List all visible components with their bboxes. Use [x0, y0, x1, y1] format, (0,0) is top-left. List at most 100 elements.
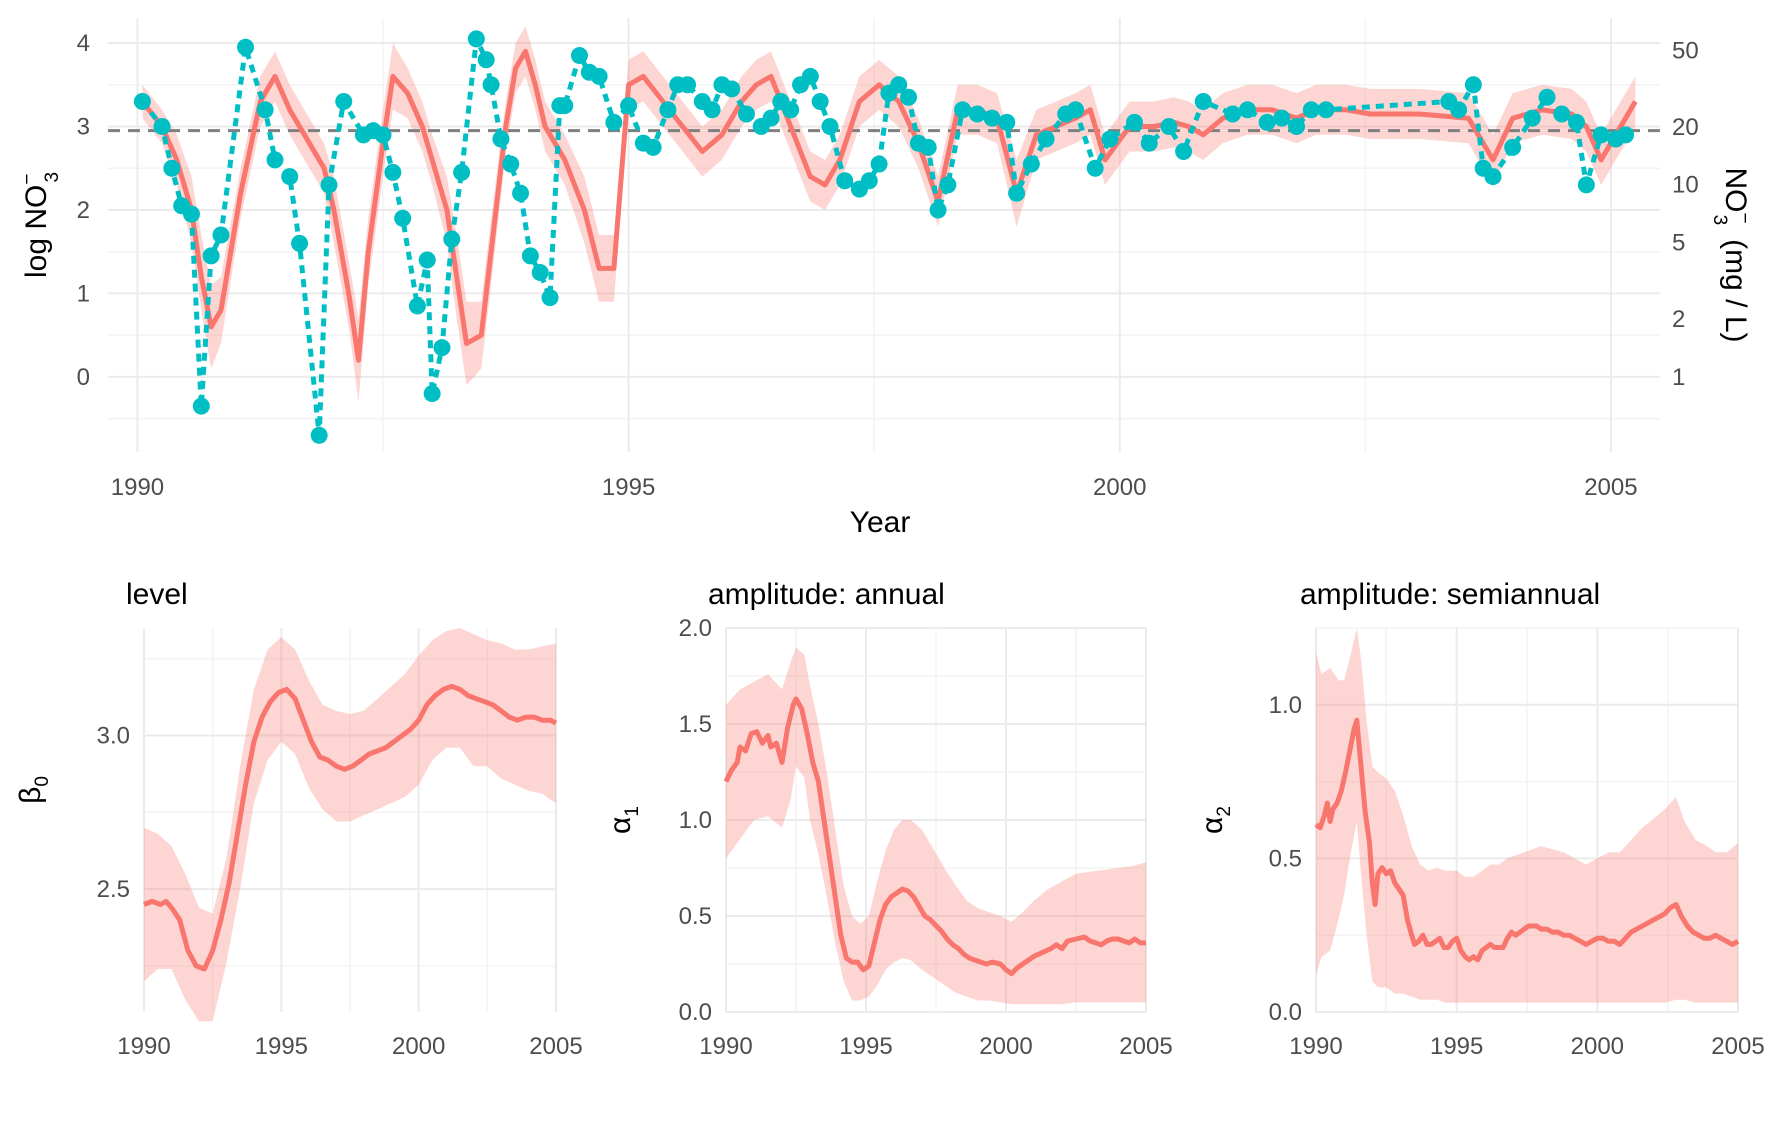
- top-observed-point: [163, 159, 181, 177]
- top-observed-point: [521, 247, 539, 265]
- top-observed-point: [1568, 113, 1586, 131]
- top-observed-point: [737, 105, 755, 123]
- top-observed-point: [860, 172, 878, 190]
- top-x-tick-label: 2000: [1093, 474, 1146, 501]
- top-y2-tick-label: 20: [1672, 114, 1699, 141]
- level-line: [143, 683, 558, 972]
- top-observed-point: [659, 101, 677, 119]
- top-observed-point: [1504, 138, 1522, 156]
- top-observed-point: [1288, 118, 1306, 135]
- annual-amplitude-y-axis-title-main: α: [604, 817, 637, 834]
- level-panel: level β0 1990 1995 2000 2005 2.5 3.0: [14, 578, 583, 1060]
- top-observed-point: [541, 289, 559, 307]
- top-y2-axis-title: NO−3 (mg / L): [1709, 167, 1755, 342]
- top-observed-point: [531, 264, 549, 282]
- top-observed-point: [890, 76, 908, 94]
- top-y2-tick-label: 2: [1672, 306, 1685, 333]
- top-observed-point: [590, 67, 608, 85]
- semiannual-amplitude-y-axis-title-sub: 2: [1214, 806, 1235, 817]
- top-observed-point: [968, 105, 986, 123]
- top-y2-tick-label: 10: [1672, 172, 1699, 199]
- top-observed-point: [1101, 130, 1119, 148]
- top-observed-point: [266, 151, 284, 169]
- top-observed-point: [467, 30, 485, 48]
- top-y-tick-label: 0: [77, 364, 90, 391]
- level-y-tick-label: 3.0: [97, 723, 130, 750]
- top-observed-point: [153, 118, 171, 135]
- annual-amplitude-line: [723, 696, 1146, 977]
- top-observed-point: [782, 101, 800, 119]
- svg-text:NO−3(mg / L): NO−3 (mg / L): [1709, 167, 1755, 342]
- top-y2-tick-label: 50: [1672, 37, 1699, 64]
- top-observed-point: [762, 109, 780, 127]
- top-observed-point: [1592, 126, 1610, 144]
- top-observed-point: [954, 101, 972, 119]
- top-observed-point: [512, 184, 530, 202]
- top-y2-axis-title-unit: (mg / L): [1719, 239, 1752, 342]
- annual-amplitude-confidence-band: [726, 647, 1146, 1005]
- top-observed-point: [335, 92, 353, 110]
- top-observed-point: [1140, 134, 1158, 152]
- semiannual-amplitude-y-tick-label: 0.5: [1269, 845, 1302, 872]
- top-observed-point: [433, 339, 451, 357]
- top-observed-point: [1553, 105, 1571, 123]
- semiannual-amplitude-x-tick-label: 1990: [1289, 1033, 1342, 1060]
- top-y-axis-title: log NO− 3: [17, 172, 63, 278]
- top-observed-point: [453, 163, 471, 181]
- top-fit-line: [140, 48, 1638, 363]
- top-observed-point: [408, 297, 426, 315]
- level-y-axis-title: β0: [14, 776, 53, 804]
- top-observed-point: [1317, 101, 1335, 119]
- level-x-tick-label: 1990: [117, 1033, 170, 1060]
- annual-amplitude-y-tick-label: 0.5: [679, 903, 712, 930]
- top-x-axis-title: Year: [850, 506, 911, 539]
- top-y2-axis-title-main: NO: [1719, 167, 1752, 212]
- top-observed-point: [1538, 88, 1556, 106]
- top-observed-point: [182, 205, 200, 223]
- annual-amplitude-y-tick-label: 2.0: [679, 615, 712, 642]
- semiannual-amplitude-y-axis-title-main: α: [1196, 817, 1229, 834]
- top-observed-point: [423, 385, 441, 403]
- top-observed-point: [1008, 184, 1026, 202]
- top-observed-points: [133, 30, 1635, 444]
- top-observed-point: [310, 426, 328, 444]
- top-tick-labels: 1990 1995 2000 2005 0 1 2 3 4 1 2 5 10 20 50: [77, 30, 1699, 501]
- top-observed-point: [1086, 159, 1104, 177]
- top-observed-point: [443, 230, 461, 248]
- top-y2-tick-label: 5: [1672, 230, 1685, 257]
- annual-amplitude-panel: amplitude: annual α1 1990 1995 2000 2005 0.0…: [604, 578, 1173, 1060]
- top-observed-point: [133, 92, 151, 110]
- semiannual-amplitude-x-tick-label: 1995: [1430, 1033, 1483, 1060]
- top-observed-point: [919, 138, 937, 156]
- top-observed-point: [502, 155, 520, 173]
- top-y-axis-title-sub: 3: [42, 172, 63, 183]
- top-y-axis-title-main: log NO: [20, 185, 53, 278]
- level-confidence-band: [144, 628, 556, 1022]
- top-observed-point: [418, 251, 436, 269]
- level-panel-title: level: [126, 578, 188, 611]
- top-observed-point: [998, 113, 1016, 131]
- top-y-tick-label: 4: [77, 30, 90, 57]
- annual-amplitude-grid: [725, 627, 1147, 1013]
- top-observed-point: [256, 101, 274, 119]
- top-observed-point: [703, 101, 721, 119]
- top-observed-point: [1194, 92, 1212, 110]
- top-observed-point: [1577, 176, 1595, 194]
- level-y-axis-title-sub: 0: [32, 776, 53, 787]
- top-observed-point: [192, 397, 210, 415]
- top-observed-point: [900, 88, 918, 106]
- top-observed-point: [212, 226, 230, 244]
- top-observed-point: [929, 201, 947, 219]
- svg-text:α1: α1: [604, 806, 643, 834]
- level-x-tick-label: 2000: [392, 1033, 445, 1060]
- top-observed-point: [1258, 113, 1276, 131]
- top-y2-axis-title-sub: 3: [1709, 215, 1730, 226]
- semiannual-amplitude-line: [1314, 717, 1740, 963]
- top-observed-point: [320, 176, 338, 194]
- top-y2-tick-label: 1: [1672, 364, 1685, 391]
- semiannual-amplitude-x-tick-label: 2000: [1571, 1033, 1624, 1060]
- top-observed-point: [1450, 101, 1468, 119]
- top-observed-point: [1302, 101, 1320, 119]
- top-observed-point: [983, 109, 1001, 127]
